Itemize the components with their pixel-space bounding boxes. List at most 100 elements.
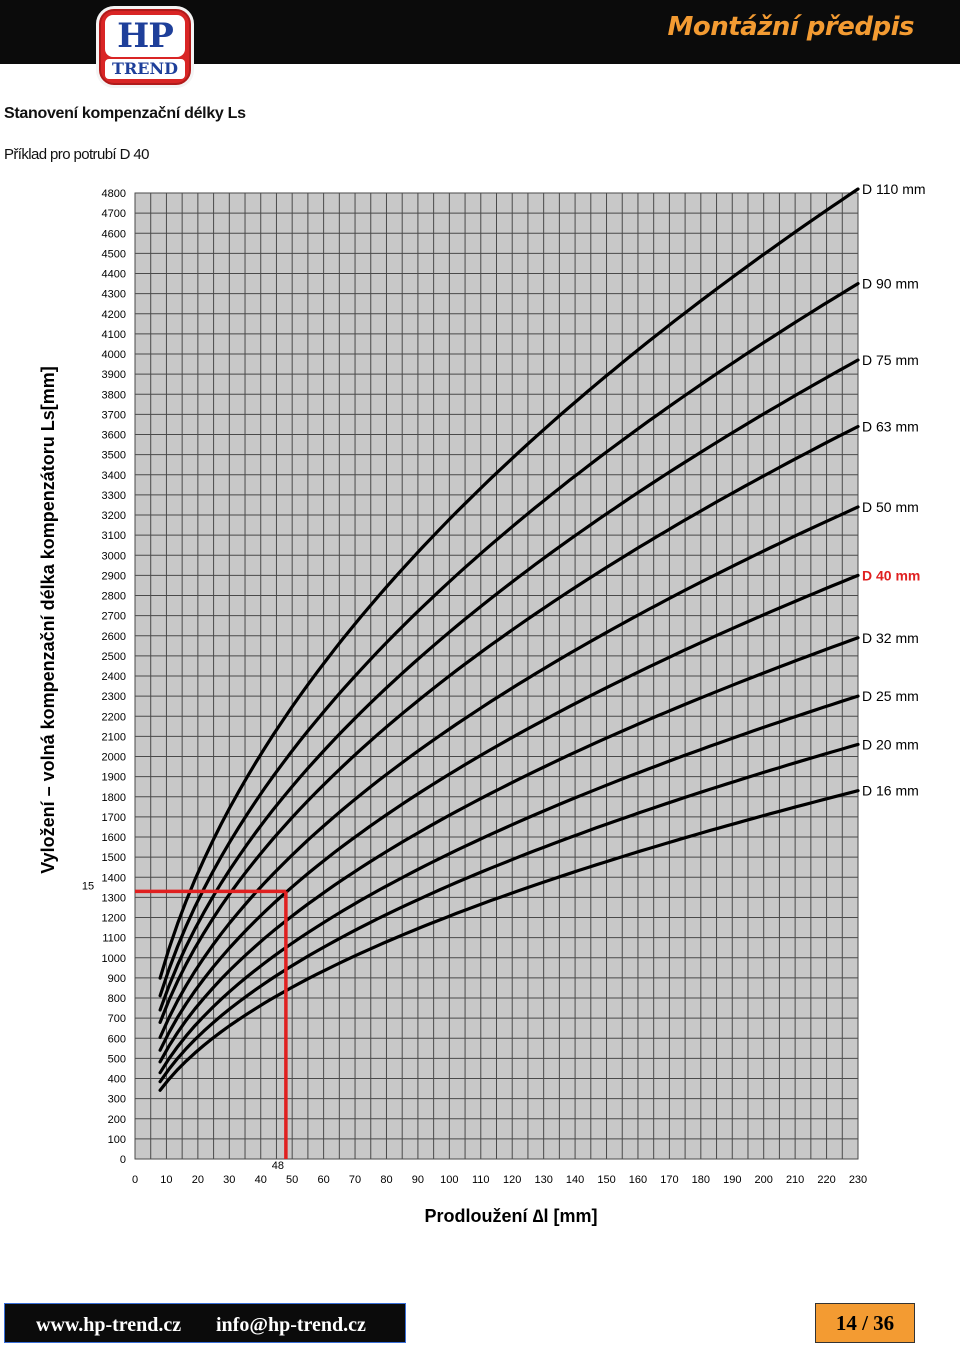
example-y-label: 15 xyxy=(82,880,94,892)
x-tick-label: 60 xyxy=(317,1174,329,1186)
x-axis-title: Prodloužení ∆l [mm] xyxy=(424,1206,597,1226)
x-tick-label: 160 xyxy=(629,1174,647,1186)
y-tick-label: 3800 xyxy=(102,389,126,401)
y-tick-label: 3400 xyxy=(102,470,126,482)
y-tick-label: 100 xyxy=(108,1134,126,1146)
y-tick-label: 3700 xyxy=(102,409,126,421)
x-tick-label: 180 xyxy=(692,1174,710,1186)
y-tick-label: 800 xyxy=(108,993,126,1005)
logo-top-text: HP xyxy=(105,15,185,57)
x-tick-label: 50 xyxy=(286,1174,298,1186)
y-tick-label: 400 xyxy=(108,1074,126,1086)
series-line xyxy=(158,187,860,980)
series-line xyxy=(158,358,860,1012)
x-tick-label: 10 xyxy=(160,1174,172,1186)
x-tick-label: 150 xyxy=(597,1174,615,1186)
y-tick-label: 500 xyxy=(108,1053,126,1065)
y-tick-label: 1900 xyxy=(102,772,126,784)
series-label: D 20 mm xyxy=(862,736,919,752)
y-tick-label: 4400 xyxy=(102,269,126,281)
section-heading: Stanovení kompenzační délky Ls xyxy=(4,105,246,122)
y-tick-label: 1300 xyxy=(102,892,126,904)
x-tick-label: 20 xyxy=(192,1174,204,1186)
y-tick-label: 0 xyxy=(120,1154,126,1166)
series-line xyxy=(158,282,860,998)
series-label: D 32 mm xyxy=(862,630,919,646)
series-label: D 50 mm xyxy=(862,499,919,515)
y-tick-label: 200 xyxy=(108,1114,126,1126)
x-tick-label: 100 xyxy=(440,1174,458,1186)
y-tick-label: 2300 xyxy=(102,691,126,703)
y-tick-label: 2200 xyxy=(102,711,126,723)
y-tick-label: 4100 xyxy=(102,329,126,341)
y-tick-label: 3000 xyxy=(102,550,126,562)
series-line xyxy=(158,789,860,1092)
y-tick-label: 4500 xyxy=(102,248,126,260)
x-tick-label: 110 xyxy=(472,1174,490,1186)
y-tick-label: 2900 xyxy=(102,570,126,582)
series-label: D 75 mm xyxy=(862,352,919,368)
y-tick-label: 1000 xyxy=(102,953,126,965)
footer-website-link[interactable]: www.hp-trend.cz xyxy=(36,1314,182,1336)
y-tick-label: 4200 xyxy=(102,309,126,321)
y-tick-label: 4800 xyxy=(102,188,126,200)
y-tick-label: 3500 xyxy=(102,450,126,462)
y-tick-label: 2400 xyxy=(102,671,126,683)
x-tick-label: 220 xyxy=(817,1174,835,1186)
y-tick-label: 1800 xyxy=(102,792,126,804)
y-tick-label: 1500 xyxy=(102,852,126,864)
series-label: D 25 mm xyxy=(862,688,919,704)
x-tick-label: 230 xyxy=(849,1174,867,1186)
series-line xyxy=(158,636,860,1064)
page-number: 14 / 36 xyxy=(815,1303,915,1343)
y-tick-label: 1400 xyxy=(102,872,126,884)
y-tick-label: 2800 xyxy=(102,591,126,603)
y-tick-label: 2100 xyxy=(102,731,126,743)
x-tick-label: 90 xyxy=(412,1174,424,1186)
y-tick-label: 300 xyxy=(108,1094,126,1106)
x-tick-label: 170 xyxy=(660,1174,678,1186)
y-tick-label: 3200 xyxy=(102,510,126,522)
y-tick-label: 3100 xyxy=(102,530,126,542)
y-tick-label: 1200 xyxy=(102,913,126,925)
series-line xyxy=(158,742,860,1084)
x-tick-label: 30 xyxy=(223,1174,235,1186)
x-tick-label: 200 xyxy=(755,1174,773,1186)
series-line xyxy=(158,573,860,1052)
hp-trend-logo: HP TREND xyxy=(96,6,194,88)
y-tick-label: 4700 xyxy=(102,208,126,220)
series-line xyxy=(158,424,860,1025)
y-tick-label: 2600 xyxy=(102,631,126,643)
y-tick-label: 4600 xyxy=(102,228,126,240)
x-tick-label: 190 xyxy=(723,1174,741,1186)
footer-email-link[interactable]: info@hp-trend.cz xyxy=(216,1314,366,1336)
x-tick-label: 130 xyxy=(534,1174,552,1186)
x-tick-label: 80 xyxy=(380,1174,392,1186)
footer-bar xyxy=(4,1303,406,1343)
series-label: D 90 mm xyxy=(862,276,919,292)
y-axis-title: Vyložení – volná kompenzační délka kompe… xyxy=(38,366,58,873)
y-tick-label: 2500 xyxy=(102,651,126,663)
y-tick-label: 600 xyxy=(108,1033,126,1045)
logo-bottom-text: TREND xyxy=(105,59,185,79)
compensation-length-chart: 0100200300400500600700800900100011001200… xyxy=(38,181,926,1226)
y-tick-label: 900 xyxy=(108,973,126,985)
x-tick-label: 120 xyxy=(503,1174,521,1186)
y-tick-label: 4000 xyxy=(102,349,126,361)
x-tick-label: 140 xyxy=(566,1174,584,1186)
series-label: D 110 mm xyxy=(862,181,926,197)
x-tick-label: 70 xyxy=(349,1174,361,1186)
y-tick-label: 2000 xyxy=(102,752,126,764)
x-tick-label: 210 xyxy=(786,1174,804,1186)
y-tick-label: 4300 xyxy=(102,289,126,301)
example-caption: Příklad pro potrubí D 40 xyxy=(4,146,149,163)
y-tick-label: 3600 xyxy=(102,430,126,442)
y-tick-label: 1100 xyxy=(102,933,126,945)
series-line xyxy=(158,694,860,1075)
series-label: D 40 mm xyxy=(862,567,920,583)
document-title: Montážní předpis xyxy=(667,12,914,42)
y-tick-label: 700 xyxy=(108,1013,126,1025)
x-tick-label: 0 xyxy=(132,1174,138,1186)
series-label: D 16 mm xyxy=(862,783,919,799)
series-label: D 63 mm xyxy=(862,418,919,434)
